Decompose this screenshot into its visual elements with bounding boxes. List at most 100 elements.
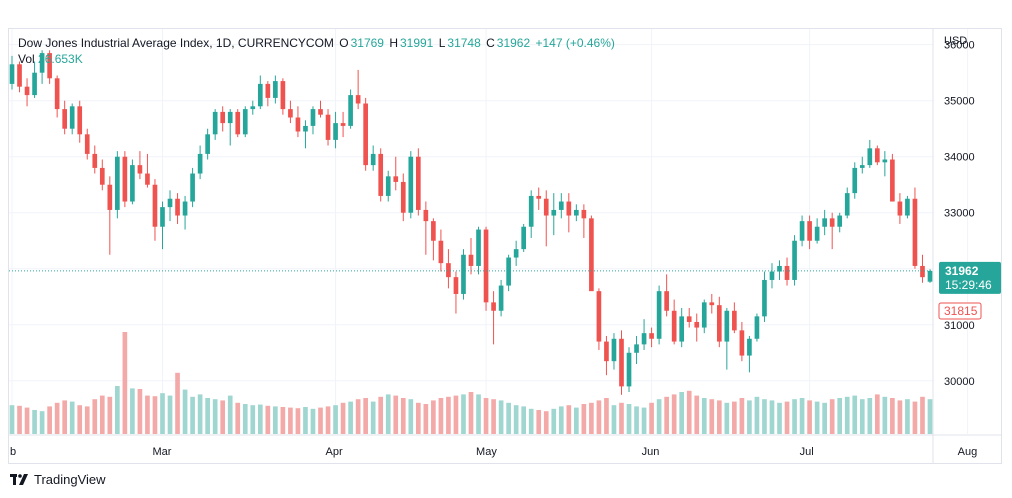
last-price-tag-bg — [939, 261, 1001, 294]
time-tick-label: b — [10, 446, 16, 458]
candle-body — [370, 153, 376, 166]
candle-body — [400, 181, 406, 213]
candle-body — [77, 106, 83, 135]
candle-body — [513, 249, 519, 258]
volume-bar — [393, 395, 399, 434]
candle-body — [506, 257, 511, 286]
volume-bar — [24, 407, 30, 434]
low-price-tag: 31815 — [938, 302, 982, 320]
volume-bar — [62, 400, 68, 434]
volume-bar — [528, 408, 534, 434]
candle-body — [220, 111, 226, 124]
volume-bar — [355, 399, 361, 434]
candle-body — [551, 209, 557, 216]
volume-value: 26.653K — [38, 52, 83, 66]
volume-bar — [784, 401, 790, 434]
candle-body — [385, 176, 391, 196]
volume-bar — [747, 400, 752, 434]
volume-bar — [257, 404, 263, 434]
last-price-value: 31962 — [945, 264, 979, 278]
volume-bar — [107, 396, 113, 434]
volume-bar — [611, 405, 617, 434]
volume-bar — [867, 398, 873, 434]
candle-body — [792, 240, 797, 280]
volume-bar — [227, 395, 233, 434]
candle-body — [837, 215, 843, 227]
candle-body — [897, 201, 903, 216]
candle-body — [747, 338, 752, 356]
candle-body — [107, 184, 113, 210]
legend-low-label: L — [438, 36, 446, 50]
volume-bar — [17, 405, 22, 434]
candle-body — [250, 106, 256, 110]
volume-bar — [408, 399, 414, 434]
volume-bar — [679, 392, 685, 434]
volume-bar — [807, 400, 812, 434]
candle-body — [671, 310, 677, 342]
candle-body — [649, 333, 654, 339]
volume-bar — [318, 407, 323, 434]
candle-body — [536, 195, 542, 199]
legend-close-value: 31962 — [496, 36, 531, 50]
volume-bar — [468, 392, 474, 434]
volume-bar — [634, 406, 639, 434]
candle-body — [295, 117, 301, 132]
volume-bar — [438, 398, 444, 434]
tradingview-brand[interactable]: TradingView — [10, 472, 106, 487]
volume-bar — [762, 399, 767, 434]
chart-frame — [8, 28, 1002, 464]
volume-bar — [446, 396, 451, 434]
currency-label: USD — [944, 35, 967, 47]
candle-body — [558, 201, 564, 210]
candle-body — [9, 64, 15, 84]
volume-bar — [716, 400, 722, 434]
candle-body — [348, 95, 353, 126]
bar-countdown: 15:29:46 — [945, 278, 992, 292]
volume-bar — [829, 399, 835, 434]
volume-bar — [777, 402, 782, 434]
volume-bar — [551, 408, 557, 434]
candle-body — [852, 167, 858, 194]
legend-change: +147 (+0.46%) — [535, 36, 615, 50]
candle-body — [190, 173, 195, 202]
time-axis[interactable]: b Mar Apr May Jun Jul Aug — [10, 446, 977, 458]
price-axis[interactable]: 36000350003400033000320003100030000 — [944, 40, 975, 388]
candle-body — [716, 305, 722, 342]
candle-body — [867, 148, 873, 166]
volume-bar — [927, 399, 933, 434]
candle-body — [626, 352, 632, 387]
volume-bar — [160, 393, 165, 434]
candle-body — [521, 226, 527, 250]
price-tick-label: 33000 — [944, 208, 975, 220]
volume-bar — [265, 405, 271, 434]
candle-body — [927, 270, 933, 282]
volume-bar — [626, 404, 632, 434]
candle-body — [393, 176, 399, 182]
candle-body — [498, 285, 504, 311]
volume-bar — [739, 398, 745, 434]
volume-bar — [890, 398, 895, 434]
volume-bar — [47, 406, 52, 434]
volume-bar — [754, 396, 760, 434]
candle-body — [288, 109, 293, 118]
candle-body — [273, 81, 278, 98]
candle-body — [212, 111, 218, 135]
volume-bar — [912, 401, 918, 434]
legend-open-label: O — [339, 36, 349, 50]
time-tick-label: Jul — [800, 446, 814, 458]
legend-symbol[interactable]: Dow Jones Industrial Average Index, 1D, … — [18, 36, 334, 50]
volume-bar — [491, 399, 496, 434]
volume-bar — [852, 395, 858, 434]
volume-bar — [348, 401, 353, 434]
candle-body — [333, 123, 338, 140]
volume-bar — [476, 394, 481, 434]
volume-bar — [897, 400, 903, 434]
volume-bar — [167, 395, 173, 434]
candle-body — [754, 316, 760, 339]
volume-bar — [453, 395, 459, 434]
legend-high-label: H — [389, 36, 398, 50]
candle-body — [656, 291, 662, 339]
candle-body — [453, 277, 459, 294]
candle-body — [160, 207, 165, 227]
